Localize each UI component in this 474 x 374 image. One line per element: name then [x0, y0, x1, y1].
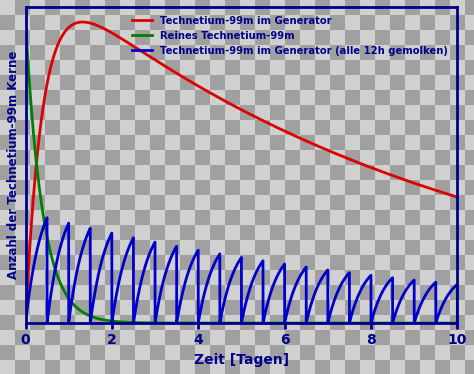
Legend: Technetium-99m im Generator, Reines Technetium-99m, Technetium-99m im Generator : Technetium-99m im Generator, Reines Tech… [128, 12, 452, 60]
Y-axis label: Anzahl der Technetium-99m Kerne: Anzahl der Technetium-99m Kerne [7, 51, 20, 279]
X-axis label: Zeit [Tagen]: Zeit [Tagen] [194, 353, 289, 367]
